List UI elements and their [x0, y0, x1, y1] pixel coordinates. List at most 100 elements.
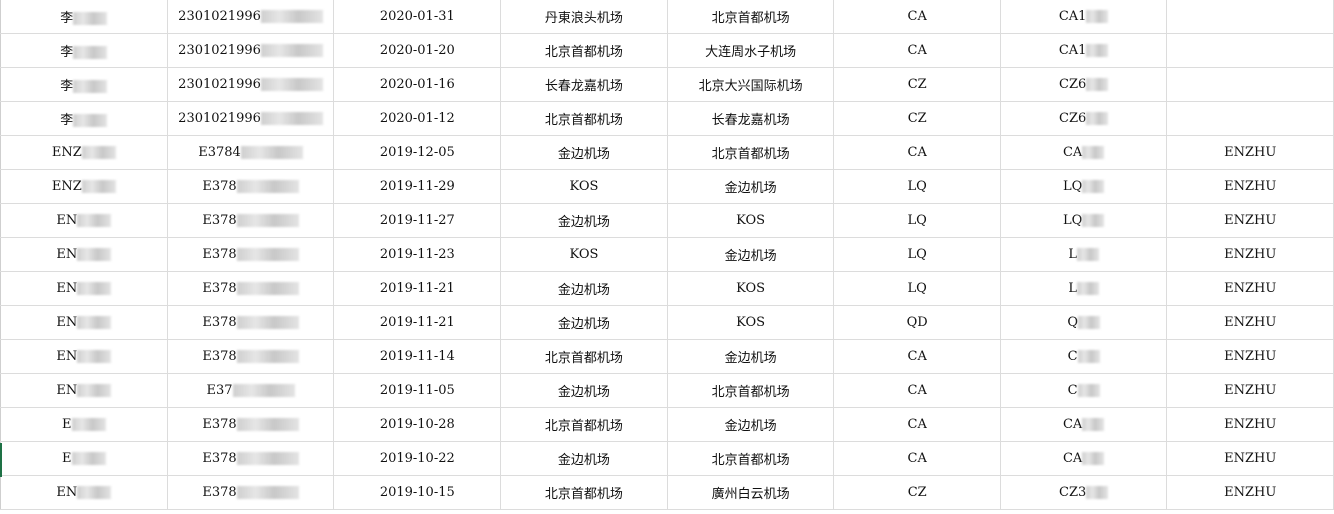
id-number-cell[interactable]: E378 [166, 271, 335, 306]
arrival-cell[interactable]: 北京大兴国际机场 [666, 67, 835, 102]
airline-cell[interactable]: LQ [833, 169, 1001, 204]
airline-cell[interactable]: CA [833, 0, 1001, 34]
id-number-cell[interactable]: 2301021996 [166, 67, 335, 102]
date-cell[interactable]: 2020-01-20 [333, 33, 502, 68]
airline-cell[interactable]: CA [833, 339, 1001, 374]
name-cell[interactable]: E [0, 407, 168, 442]
arrival-cell[interactable]: 金边机场 [666, 237, 835, 272]
departure-cell[interactable]: 金边机场 [500, 441, 668, 476]
airline-cell[interactable]: LQ [833, 271, 1001, 306]
passenger-cell[interactable]: ENZHU [1166, 373, 1334, 408]
departure-cell[interactable]: 金边机场 [500, 203, 668, 238]
departure-cell[interactable]: 金边机场 [500, 373, 668, 408]
flight-number-cell[interactable]: C [999, 373, 1168, 408]
arrival-cell[interactable]: KOS [666, 203, 835, 238]
id-number-cell[interactable]: E3784 [166, 135, 335, 170]
id-number-cell[interactable]: 2301021996 [166, 101, 335, 136]
passenger-cell[interactable] [1166, 0, 1334, 34]
arrival-cell[interactable]: 北京首都机场 [666, 441, 835, 476]
departure-cell[interactable]: 丹東浪头机场 [500, 0, 668, 34]
arrival-cell[interactable]: 长春龙嘉机场 [666, 101, 835, 136]
passenger-cell[interactable]: ENZHU [1166, 237, 1334, 272]
date-cell[interactable]: 2019-10-22 [333, 441, 502, 476]
passenger-cell[interactable]: ENZHU [1166, 305, 1334, 340]
passenger-cell[interactable]: ENZHU [1166, 203, 1334, 238]
date-cell[interactable]: 2020-01-12 [333, 101, 502, 136]
id-number-cell[interactable]: E378 [166, 441, 335, 476]
name-cell[interactable]: EN [0, 203, 168, 238]
passenger-cell[interactable]: ENZHU [1166, 475, 1334, 510]
airline-cell[interactable]: CA [833, 373, 1001, 408]
name-cell[interactable]: EN [0, 475, 168, 510]
arrival-cell[interactable]: 金边机场 [666, 339, 835, 374]
date-cell[interactable]: 2019-11-23 [333, 237, 502, 272]
id-number-cell[interactable]: 2301021996 [166, 0, 335, 34]
airline-cell[interactable]: CZ [833, 67, 1001, 102]
departure-cell[interactable]: 长春龙嘉机场 [500, 67, 668, 102]
date-cell[interactable]: 2019-11-29 [333, 169, 502, 204]
name-cell[interactable]: ENZ [0, 169, 168, 204]
date-cell[interactable]: 2019-12-05 [333, 135, 502, 170]
departure-cell[interactable]: 北京首都机场 [500, 407, 668, 442]
arrival-cell[interactable]: KOS [666, 271, 835, 306]
flight-number-cell[interactable]: Q [999, 305, 1168, 340]
flight-number-cell[interactable]: CA [999, 135, 1168, 170]
flight-number-cell[interactable]: CZ6 [999, 101, 1168, 136]
name-cell[interactable]: 李 [0, 0, 168, 34]
flight-number-cell[interactable]: C [999, 339, 1168, 374]
airline-cell[interactable]: CA [833, 135, 1001, 170]
airline-cell[interactable]: QD [833, 305, 1001, 340]
departure-cell[interactable]: 金边机场 [500, 271, 668, 306]
id-number-cell[interactable]: E378 [166, 203, 335, 238]
airline-cell[interactable]: CA [833, 407, 1001, 442]
name-cell[interactable]: 李 [0, 33, 168, 68]
name-cell[interactable]: 李 [0, 101, 168, 136]
passenger-cell[interactable]: ENZHU [1166, 271, 1334, 306]
name-cell[interactable]: 李 [0, 67, 168, 102]
airline-cell[interactable]: CA [833, 441, 1001, 476]
flight-number-cell[interactable]: CA1 [999, 0, 1168, 34]
airline-cell[interactable]: CZ [833, 475, 1001, 510]
date-cell[interactable]: 2019-11-21 [333, 305, 502, 340]
name-cell[interactable]: EN [0, 271, 168, 306]
date-cell[interactable]: 2019-10-15 [333, 475, 502, 510]
departure-cell[interactable]: 金边机场 [500, 305, 668, 340]
passenger-cell[interactable]: ENZHU [1166, 339, 1334, 374]
passenger-cell[interactable]: ENZHU [1166, 407, 1334, 442]
flight-number-cell[interactable]: CZ6 [999, 67, 1168, 102]
date-cell[interactable]: 2019-11-14 [333, 339, 502, 374]
flight-number-cell[interactable]: CZ3 [999, 475, 1168, 510]
name-cell[interactable]: EN [0, 237, 168, 272]
name-cell[interactable]: ENZ [0, 135, 168, 170]
airline-cell[interactable]: LQ [833, 237, 1001, 272]
passenger-cell[interactable]: ENZHU [1166, 135, 1334, 170]
date-cell[interactable]: 2019-11-21 [333, 271, 502, 306]
departure-cell[interactable]: 北京首都机场 [500, 339, 668, 374]
id-number-cell[interactable]: E378 [166, 169, 335, 204]
arrival-cell[interactable]: 北京首都机场 [666, 135, 835, 170]
departure-cell[interactable]: 北京首都机场 [500, 475, 668, 510]
airline-cell[interactable]: CA [833, 33, 1001, 68]
date-cell[interactable]: 2019-11-27 [333, 203, 502, 238]
arrival-cell[interactable]: 北京首都机场 [666, 0, 835, 34]
arrival-cell[interactable]: KOS [666, 305, 835, 340]
passenger-cell[interactable]: ENZHU [1166, 441, 1334, 476]
id-number-cell[interactable]: E378 [166, 305, 335, 340]
arrival-cell[interactable]: 大连周水子机场 [666, 33, 835, 68]
passenger-cell[interactable] [1166, 33, 1334, 68]
name-cell[interactable]: EN [0, 339, 168, 374]
name-cell[interactable]: E [0, 441, 168, 476]
flight-number-cell[interactable]: CA [999, 441, 1168, 476]
arrival-cell[interactable]: 北京首都机场 [666, 373, 835, 408]
arrival-cell[interactable]: 廣州白云机场 [666, 475, 835, 510]
date-cell[interactable]: 2019-10-28 [333, 407, 502, 442]
passenger-cell[interactable]: ENZHU [1166, 169, 1334, 204]
passenger-cell[interactable] [1166, 101, 1334, 136]
date-cell[interactable]: 2019-11-05 [333, 373, 502, 408]
id-number-cell[interactable]: 2301021996 [166, 33, 335, 68]
flight-number-cell[interactable]: L [999, 237, 1168, 272]
departure-cell[interactable]: KOS [500, 169, 668, 204]
passenger-cell[interactable] [1166, 67, 1334, 102]
name-cell[interactable]: EN [0, 373, 168, 408]
departure-cell[interactable]: KOS [500, 237, 668, 272]
